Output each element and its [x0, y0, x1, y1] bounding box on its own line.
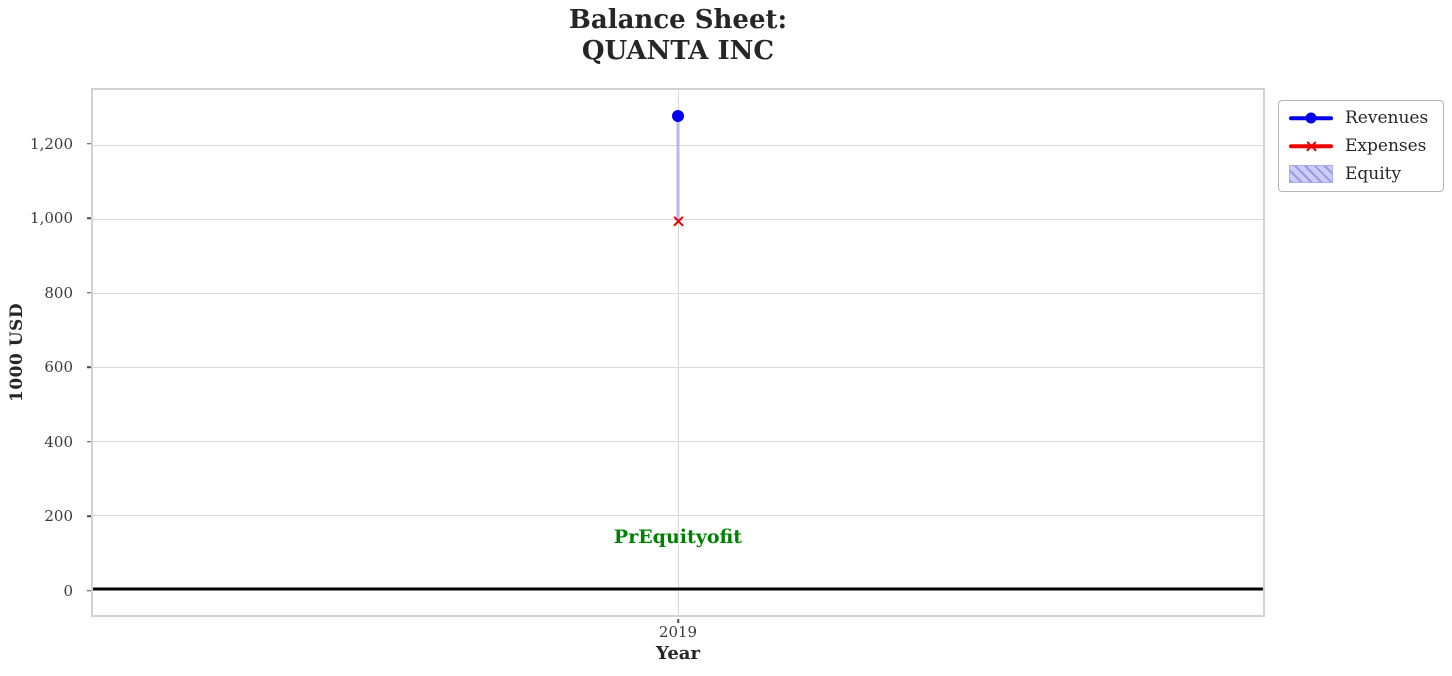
y-tick-label: 400 [0, 434, 91, 450]
revenues-line-circle-swatch [1289, 108, 1333, 128]
equity-hatched-patch-icon [1289, 165, 1333, 183]
y-tick-label: 600 [0, 359, 91, 375]
y-tick-mark [87, 366, 91, 369]
y-tick-label: 800 [0, 285, 91, 301]
legend-item-expenses: Expenses [1289, 132, 1433, 160]
y-tick-labels: 0 200 400 600 800 1,000 1,200 [0, 88, 91, 617]
x-tick-mark [677, 619, 679, 623]
y-tick-mark [87, 590, 91, 592]
legend-item-revenues: Revenues [1289, 104, 1433, 132]
legend-label-expenses: Expenses [1345, 136, 1427, 156]
equity-bar [676, 115, 680, 222]
y-tick-label: 1,000 [0, 210, 91, 226]
legend: Revenues Expenses Equity [1278, 100, 1444, 192]
expenses-point-marker [672, 215, 685, 228]
expenses-x-marker-icon [1305, 140, 1318, 153]
y-tick-label: 0 [0, 583, 91, 599]
plot-area: PrEquityofit [91, 88, 1265, 623]
x-tick-label: 2019 [658, 623, 698, 641]
y-tick-mark [87, 217, 91, 220]
y-tick-mark [87, 143, 91, 145]
legend-item-equity: Equity [1289, 160, 1433, 188]
equity-hatch-swatch [1289, 164, 1333, 184]
y-tick-mark [87, 441, 91, 443]
legend-label-equity: Equity [1345, 164, 1402, 184]
expenses-line-x-swatch [1289, 136, 1333, 156]
y-tick-label: 1,200 [0, 136, 91, 152]
y-tick-mark [87, 292, 91, 294]
revenues-point-marker [672, 109, 684, 122]
chart-title-line1: Balance Sheet: [568, 5, 788, 35]
v-gridline-2019 [678, 90, 679, 615]
y-tick-mark [87, 515, 91, 518]
zero-axhline [93, 587, 1263, 591]
y-tick-label: 200 [0, 508, 91, 524]
legend-label-revenues: Revenues [1345, 108, 1429, 128]
revenues-circle-marker-icon [1305, 112, 1317, 124]
chart-title: Balance Sheet: QUANTA INC [91, 5, 1265, 67]
x-axis-label: Year [656, 643, 700, 664]
chart-title-line2: QUANTA INC [581, 36, 775, 66]
